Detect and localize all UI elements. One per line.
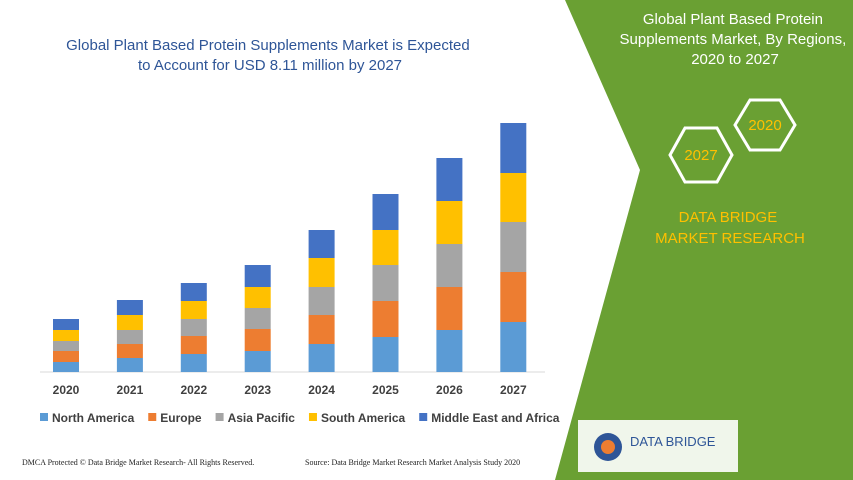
bar-segment bbox=[308, 287, 335, 315]
side-title: Global Plant Based Protein Supplements M… bbox=[620, 11, 851, 68]
bar-segment bbox=[436, 201, 463, 244]
bar-segment bbox=[180, 336, 207, 354]
bar-segment bbox=[500, 222, 527, 272]
legend-swatch bbox=[40, 413, 48, 421]
bar-segment bbox=[244, 265, 271, 287]
legend-label: Asia Pacific bbox=[228, 411, 296, 425]
logo-text: DATA BRIDGE bbox=[630, 434, 716, 449]
bar-segment bbox=[372, 194, 399, 230]
bar-segment bbox=[500, 272, 527, 322]
legend-label: Middle East and Africa bbox=[431, 411, 560, 425]
x-tick-label: 2020 bbox=[53, 383, 80, 397]
bar-segment bbox=[244, 351, 271, 372]
bar-segment bbox=[53, 351, 79, 362]
bar-segment bbox=[180, 301, 207, 319]
bar-segment bbox=[244, 287, 271, 308]
brand-line: MARKET RESEARCH bbox=[655, 230, 805, 247]
legend-swatch bbox=[419, 413, 428, 421]
bar-segment bbox=[116, 300, 143, 315]
bar-segment bbox=[180, 354, 207, 372]
brand-line: DATA BRIDGE bbox=[679, 209, 782, 226]
x-tick-label: 2023 bbox=[244, 383, 271, 397]
title-line: to Account for USD 8.11 million by 2027 bbox=[138, 57, 402, 74]
bar-segment bbox=[116, 330, 143, 344]
bar-segment bbox=[308, 344, 335, 372]
bar-segment bbox=[436, 287, 463, 330]
bar-segment bbox=[53, 330, 79, 341]
bar-segment bbox=[308, 315, 335, 344]
bar-segment bbox=[116, 344, 143, 358]
bar-segment bbox=[53, 341, 79, 351]
logo-mark bbox=[601, 440, 615, 454]
bar-segment bbox=[53, 362, 79, 372]
bar-segment bbox=[500, 173, 527, 222]
bar-segment bbox=[372, 265, 399, 301]
hexagon bbox=[668, 126, 734, 184]
brand: DATA BRIDGE MARKET RESEARCH bbox=[655, 209, 805, 247]
source: Source: Data Bridge Market Research Mark… bbox=[305, 458, 520, 467]
legend-swatch bbox=[148, 413, 157, 421]
side-title-line: 2020 to 2027 bbox=[691, 51, 779, 68]
x-tick-label: 2022 bbox=[180, 383, 207, 397]
bar-segment bbox=[116, 315, 143, 330]
badge: 2020 bbox=[748, 117, 781, 134]
bar-segment bbox=[436, 158, 463, 201]
bar-segment bbox=[116, 358, 143, 372]
bar-segment bbox=[500, 123, 527, 173]
bar-segment bbox=[244, 308, 271, 329]
title-line: Global Plant Based Protein Supplements M… bbox=[66, 37, 474, 54]
bar-segment bbox=[53, 319, 79, 330]
x-tick-label: 2024 bbox=[308, 383, 335, 397]
side-title-line: Supplements Market, By Regions, bbox=[620, 31, 851, 48]
bar-segment bbox=[308, 230, 335, 258]
legend-swatch bbox=[308, 413, 317, 421]
bar-segment bbox=[372, 301, 399, 337]
bar-segment bbox=[180, 283, 207, 301]
side-panel bbox=[555, 0, 853, 480]
hexagon bbox=[733, 98, 797, 152]
bar-segment bbox=[308, 258, 335, 287]
footer: DMCA Protected © Data Bridge Market Rese… bbox=[22, 458, 254, 467]
legend-swatch bbox=[215, 413, 224, 421]
badge: 2027 bbox=[684, 147, 717, 164]
bar-segment bbox=[244, 329, 271, 351]
x-tick-label: 2027 bbox=[500, 383, 527, 397]
legend-label: South America bbox=[321, 411, 406, 425]
bar-segment bbox=[436, 244, 463, 287]
chart-title: Global Plant Based Protein Supplements M… bbox=[66, 37, 474, 74]
side-title-line: Global Plant Based Protein bbox=[643, 11, 827, 28]
legend-label: Europe bbox=[160, 411, 202, 425]
x-tick-label: 2025 bbox=[372, 383, 399, 397]
bar-segment bbox=[372, 230, 399, 265]
bar-segment bbox=[180, 319, 207, 336]
bar-segment bbox=[500, 322, 527, 372]
bar-segment bbox=[372, 337, 399, 372]
bar-segment bbox=[436, 330, 463, 372]
x-tick-label: 2026 bbox=[436, 383, 463, 397]
x-tick-label: 2021 bbox=[117, 383, 144, 397]
legend-label: North America bbox=[52, 411, 135, 425]
